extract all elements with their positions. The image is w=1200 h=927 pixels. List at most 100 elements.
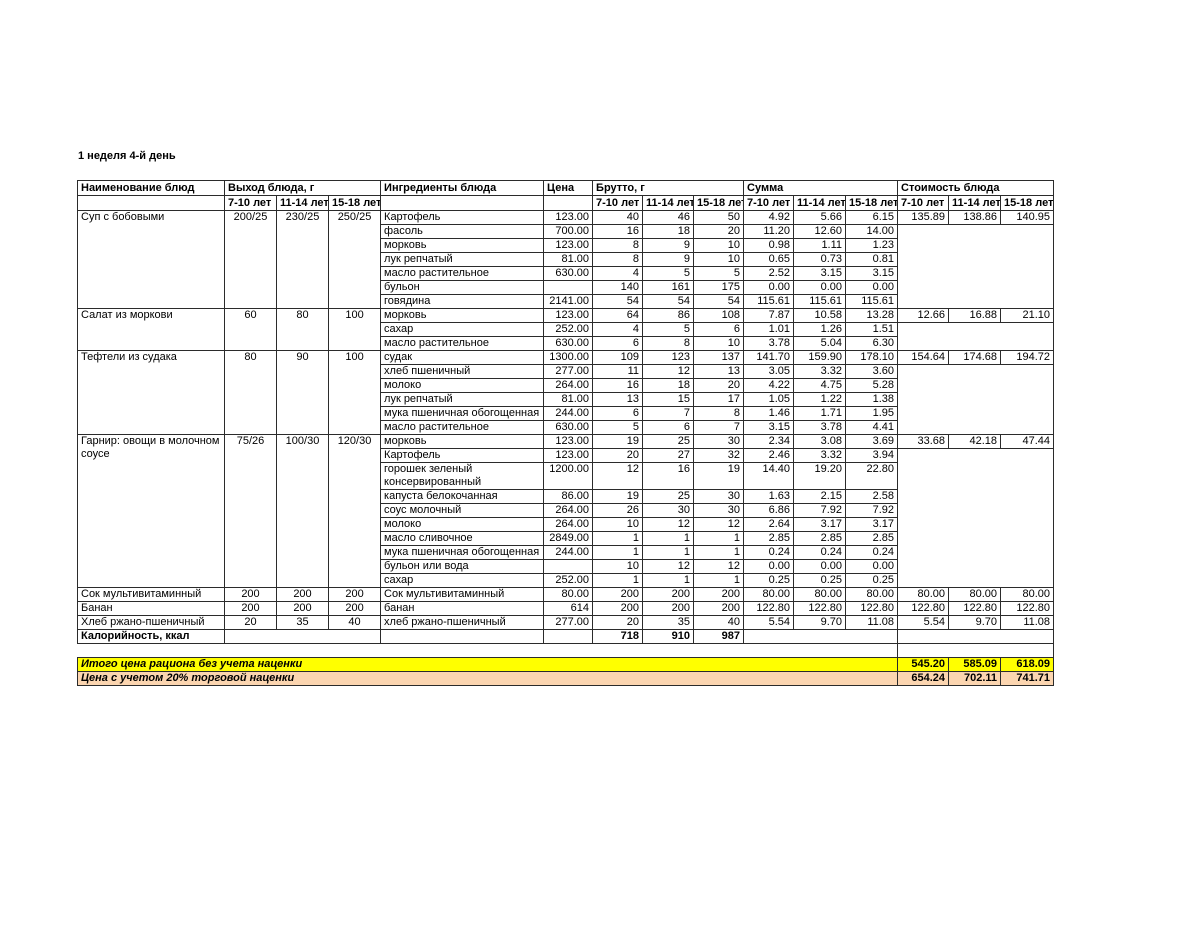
sum-value: 5.54 <box>743 615 795 630</box>
ingredient-name: лук репчатый <box>380 392 545 407</box>
gross-value: 6 <box>592 406 644 421</box>
sum-value: 80.00 <box>845 587 899 602</box>
gross-value: 12 <box>592 462 644 490</box>
sum-value: 1.51 <box>845 322 899 337</box>
ingredient-name: масло растительное <box>380 266 545 281</box>
sum-value: 0.00 <box>793 280 847 295</box>
sum-value: 0.24 <box>743 545 795 560</box>
gross-value: 1 <box>592 531 644 546</box>
price-value: 2141.00 <box>543 294 594 309</box>
yield-value: 230/25 <box>276 210 329 309</box>
calories-sum-empty <box>743 629 899 644</box>
gross-value: 32 <box>693 448 745 463</box>
price-value: 123.00 <box>543 210 594 225</box>
sum-value: 0.65 <box>743 252 795 267</box>
sum-value: 2.85 <box>793 531 847 546</box>
table-row: Гарнир: овощи в молочном соусе 75/26 100/3… <box>77 434 1055 588</box>
cost-value: 80.00 <box>1000 587 1055 602</box>
price-value: 123.00 <box>543 434 594 449</box>
cost-value: 138.86 <box>948 210 1002 225</box>
sum-value: 3.17 <box>845 517 899 532</box>
ingredient-name: хлеб пшеничный <box>380 364 545 379</box>
ingredient-name: морковь <box>380 238 545 253</box>
gross-value: 15 <box>642 392 695 407</box>
sum-value: 3.78 <box>743 336 795 351</box>
ingredient-name: судак <box>380 350 545 365</box>
cost-empty-area <box>897 364 1055 435</box>
sum-value: 2.34 <box>743 434 795 449</box>
sum-value: 3.32 <box>793 448 847 463</box>
sum-value: 6.15 <box>845 210 899 225</box>
cost-value: 80.00 <box>897 587 950 602</box>
cost-value: 16.88 <box>948 308 1002 323</box>
gross-value: 200 <box>693 587 745 602</box>
gross-value: 1 <box>592 573 644 588</box>
gross-value: 1 <box>592 545 644 560</box>
gross-value: 9 <box>642 238 695 253</box>
sum-value: 80.00 <box>793 587 847 602</box>
sum-value: 3.94 <box>845 448 899 463</box>
yield-value: 200 <box>327 601 382 616</box>
sum-value: 7.92 <box>845 503 899 518</box>
sum-value: 13.28 <box>845 308 899 323</box>
price-value: 1200.00 <box>543 462 594 490</box>
ingredient-name: морковь <box>380 434 545 449</box>
dish-name: Сок мультивитаминный <box>77 587 225 602</box>
markup-total-value: 702.11 <box>948 671 1002 686</box>
gross-value: 20 <box>592 615 644 630</box>
calories-label: Калорийность, ккал <box>77 629 225 644</box>
table-row: Тефтели из судака 80 90 100 судак 1300.00 109 1… <box>77 350 1055 435</box>
header-age-2: 11-14 лет <box>276 195 329 211</box>
gross-value: 7 <box>693 420 745 435</box>
dish-name: Тефтели из судака <box>77 350 225 435</box>
spacer-cell <box>78 644 898 658</box>
sum-value: 0.24 <box>845 545 899 560</box>
gross-value: 200 <box>642 587 695 602</box>
ingredient-name: Картофель <box>380 210 545 225</box>
table-row: Сок мультивитаминный 200 200 200 Сок мультив… <box>77 587 1055 602</box>
gross-value: 123 <box>642 350 695 365</box>
header-price: Цена <box>543 180 594 196</box>
price-value: 244.00 <box>543 406 594 421</box>
gross-value: 200 <box>642 601 695 616</box>
sum-value: 0.73 <box>793 252 847 267</box>
gross-value: 18 <box>642 378 695 393</box>
sum-value: 5.04 <box>793 336 847 351</box>
gross-value: 19 <box>592 489 644 504</box>
header-age-2: 11-14 лет <box>793 195 847 211</box>
gross-value: 12 <box>642 364 695 379</box>
gross-value: 200 <box>693 601 745 616</box>
sum-value: 3.15 <box>793 266 847 281</box>
sum-value: 0.25 <box>743 573 795 588</box>
cost-value: 33.68 <box>897 434 950 449</box>
table-row: лук репчатый 81.00 13 15 17 1.05 1.22 1.38 <box>78 392 1054 407</box>
gross-value: 8 <box>642 336 695 351</box>
gross-value: 6 <box>592 336 644 351</box>
gross-value: 5 <box>592 420 644 435</box>
ingredient-name: говядина <box>380 294 545 309</box>
ingredient-name: молоко <box>380 517 545 532</box>
header-age-1: 7-10 лет <box>743 195 795 211</box>
table-row: масло растительное 630.00 4 5 5 2.52 3.15 3.15 <box>78 266 1054 281</box>
gross-value: 12 <box>642 559 695 574</box>
calories-value: 987 <box>693 629 745 644</box>
gross-value: 30 <box>693 503 745 518</box>
header-age-1: 7-10 лет <box>224 195 277 211</box>
sum-value: 3.69 <box>845 434 899 449</box>
sum-value: 1.01 <box>743 322 795 337</box>
sum-value: 178.10 <box>845 350 899 365</box>
gross-value: 64 <box>592 308 644 323</box>
gross-value: 54 <box>592 294 644 309</box>
table-row: соус молочный 264.00 26 30 30 6.86 7.92 7.92 <box>78 503 1054 518</box>
header-age-2: 11-14 лет <box>642 195 695 211</box>
yield-value: 200 <box>276 587 329 602</box>
dish-name: Гарнир: овощи в молочном соусе <box>77 434 225 588</box>
price-value: 252.00 <box>543 573 594 588</box>
sum-value: 0.25 <box>845 573 899 588</box>
header-age-1: 7-10 лет <box>592 195 644 211</box>
gross-value: 86 <box>642 308 695 323</box>
markup-total-row: Цена с учетом 20% торговой наценки 654.2… <box>76 671 1055 686</box>
cost-value: 194.72 <box>1000 350 1055 365</box>
gross-value: 20 <box>592 448 644 463</box>
gross-value: 4 <box>592 322 644 337</box>
